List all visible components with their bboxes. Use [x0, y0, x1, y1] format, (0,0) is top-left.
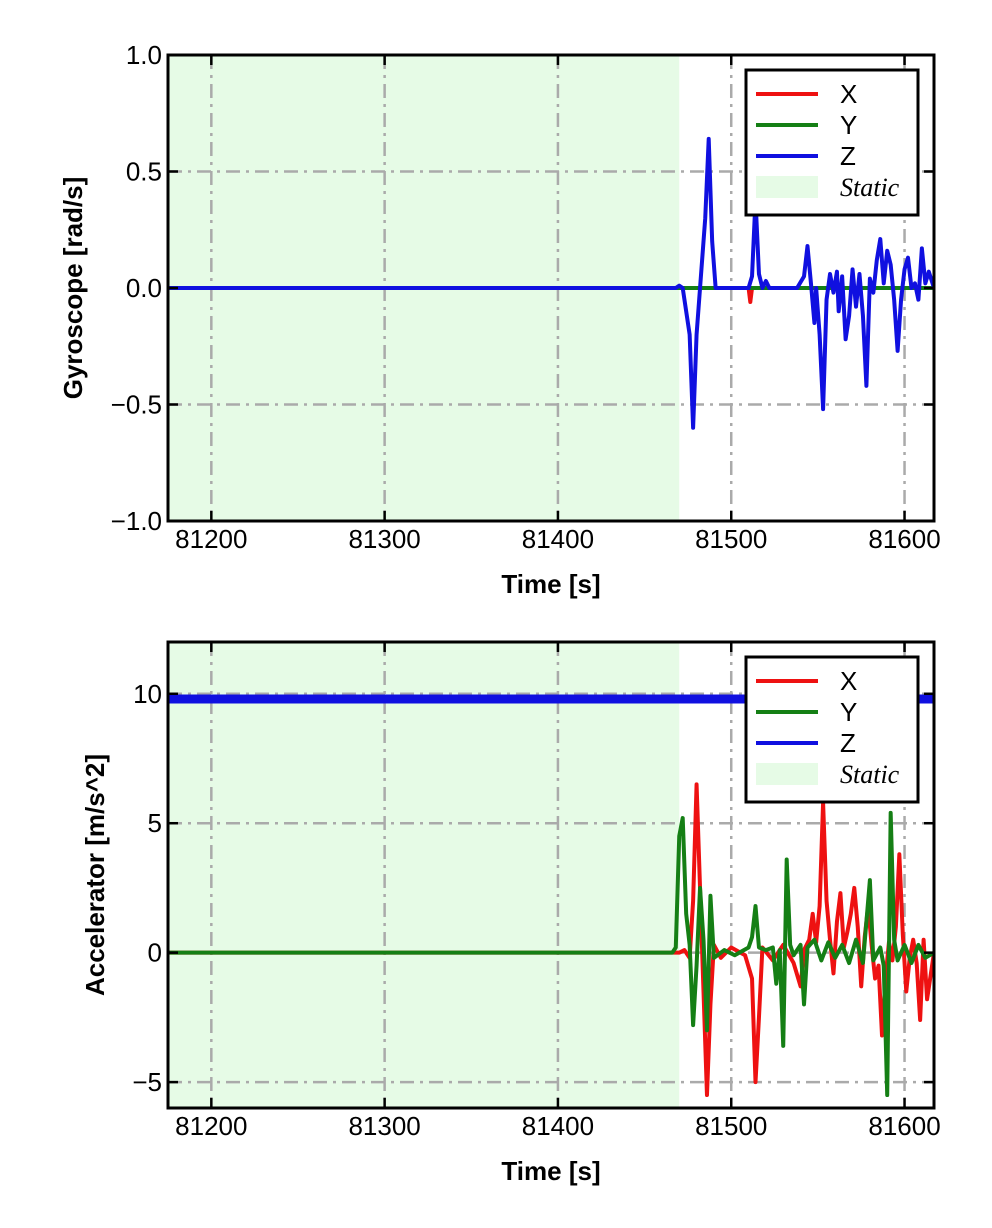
legend-label-y: Y	[840, 110, 857, 140]
legend-label-z: Z	[840, 728, 856, 758]
y-tick-label: 0.0	[126, 273, 162, 303]
series-x-line	[168, 782, 934, 1098]
y-tick-label: 1.0	[126, 40, 162, 70]
series-y-line	[168, 810, 934, 1098]
y-tick-label: 0	[148, 938, 162, 968]
chart-panel-2: 81200 81300 81400 81500 81600 −5 0 5 10 Time [s] A…	[80, 640, 941, 1186]
y-tick-label: 5	[148, 808, 162, 838]
static-region	[168, 642, 680, 1108]
x-tick-label: 81300	[348, 1111, 420, 1141]
y-tick-label: −0.5	[111, 390, 162, 420]
legend-label-y: Y	[840, 697, 857, 727]
x-tick-label: 81300	[348, 524, 420, 554]
y-tick-label: −5	[132, 1067, 162, 1097]
y-tick-label: −1.0	[111, 506, 162, 536]
x-tick-label: 81500	[695, 1111, 767, 1141]
y-tick-label: 0.5	[126, 157, 162, 187]
legend-label-static: Static	[840, 173, 900, 202]
legend-label-z: Z	[840, 141, 856, 171]
x-axis-title: Time [s]	[501, 569, 600, 599]
x-tick-label: 81200	[175, 524, 247, 554]
x-tick-label: 81500	[695, 524, 767, 554]
x-tick-label: 81200	[175, 1111, 247, 1141]
legend-label-static: Static	[840, 760, 900, 789]
y-axis-title: Accelerator [m/s^2]	[80, 754, 110, 996]
x-axis-title: Time [s]	[501, 1156, 600, 1186]
x-tick-label: 81400	[522, 524, 594, 554]
chart-panel-1: 81200 81300 81400 81500 81600 −1.0 −0.5 0.0 0.5 1…	[58, 40, 941, 599]
x-tick-label: 81600	[868, 1111, 940, 1141]
legend-label-x: X	[840, 666, 857, 696]
y-axis-title: Gyroscope [rad/s]	[58, 177, 88, 400]
series-z-line	[168, 136, 934, 430]
x-tick-label: 81600	[868, 524, 940, 554]
legend-swatch-static	[756, 176, 818, 198]
y-tick-label: 10	[133, 679, 162, 709]
legend-swatch-static	[756, 763, 818, 785]
legend-label-x: X	[840, 79, 857, 109]
x-tick-label: 81400	[522, 1111, 594, 1141]
plot-frame	[166, 640, 936, 1110]
